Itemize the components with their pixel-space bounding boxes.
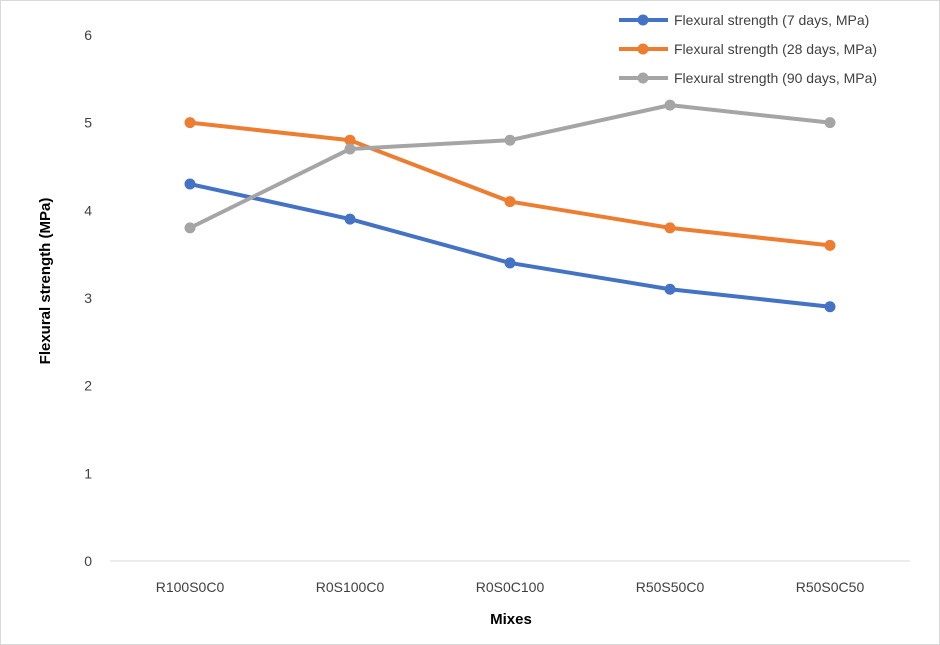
- data-point: [664, 222, 676, 234]
- y-tick-label: 2: [84, 378, 92, 394]
- series-layer: [184, 99, 836, 313]
- legend-marker: [637, 43, 649, 55]
- y-axis-title: Flexural strength (MPa): [37, 198, 54, 365]
- legend-item: Flexural strength (28 days, MPa): [619, 41, 877, 57]
- data-point: [824, 239, 836, 251]
- legend: Flexural strength (7 days, MPa) Flexural …: [619, 12, 877, 86]
- x-tick-label: R50S50C0: [636, 579, 705, 595]
- x-axis-title: Mixes: [490, 611, 532, 628]
- legend-marker: [637, 72, 649, 84]
- series-line: [188, 103, 832, 230]
- legend-marker: [637, 14, 649, 26]
- data-point: [664, 283, 676, 295]
- data-point: [504, 257, 516, 269]
- x-tick-label: R50S0C50: [796, 579, 865, 595]
- data-point: [344, 213, 356, 225]
- legend-item: Flexural strength (7 days, MPa): [619, 12, 869, 28]
- data-point: [504, 196, 516, 208]
- series-1: [184, 178, 836, 313]
- legend-item: Flexural strength (90 days, MPa): [619, 70, 877, 86]
- data-point: [344, 143, 356, 155]
- data-point: [344, 134, 356, 146]
- series-3: [184, 99, 836, 234]
- y-tick-label: 5: [84, 115, 92, 131]
- x-tick-label: R0S100C0: [316, 579, 385, 595]
- x-tick-label: R0S0C100: [476, 579, 545, 595]
- data-point: [824, 301, 836, 313]
- y-tick-label: 0: [84, 553, 92, 569]
- y-tick-label: 3: [84, 290, 92, 306]
- y-tick-label: 4: [84, 202, 92, 218]
- data-point: [664, 99, 676, 111]
- data-point: [184, 117, 196, 129]
- data-point: [184, 222, 196, 234]
- legend-label: Flexural strength (7 days, MPa): [674, 12, 869, 28]
- legend-label: Flexural strength (28 days, MPa): [674, 41, 877, 57]
- axes: 0 1 2 3 4 5 6 R100S0C0 R0S100C0 R0S0C100 R50S50C0 R…: [84, 27, 910, 595]
- data-point: [184, 178, 196, 190]
- y-tick-label: 1: [84, 465, 92, 481]
- series-2: [184, 117, 836, 251]
- x-tick-label: R100S0C0: [156, 579, 225, 595]
- data-point: [824, 117, 836, 129]
- data-point: [504, 134, 516, 146]
- y-tick-label: 6: [84, 27, 92, 43]
- legend-label: Flexural strength (90 days, MPa): [674, 70, 877, 86]
